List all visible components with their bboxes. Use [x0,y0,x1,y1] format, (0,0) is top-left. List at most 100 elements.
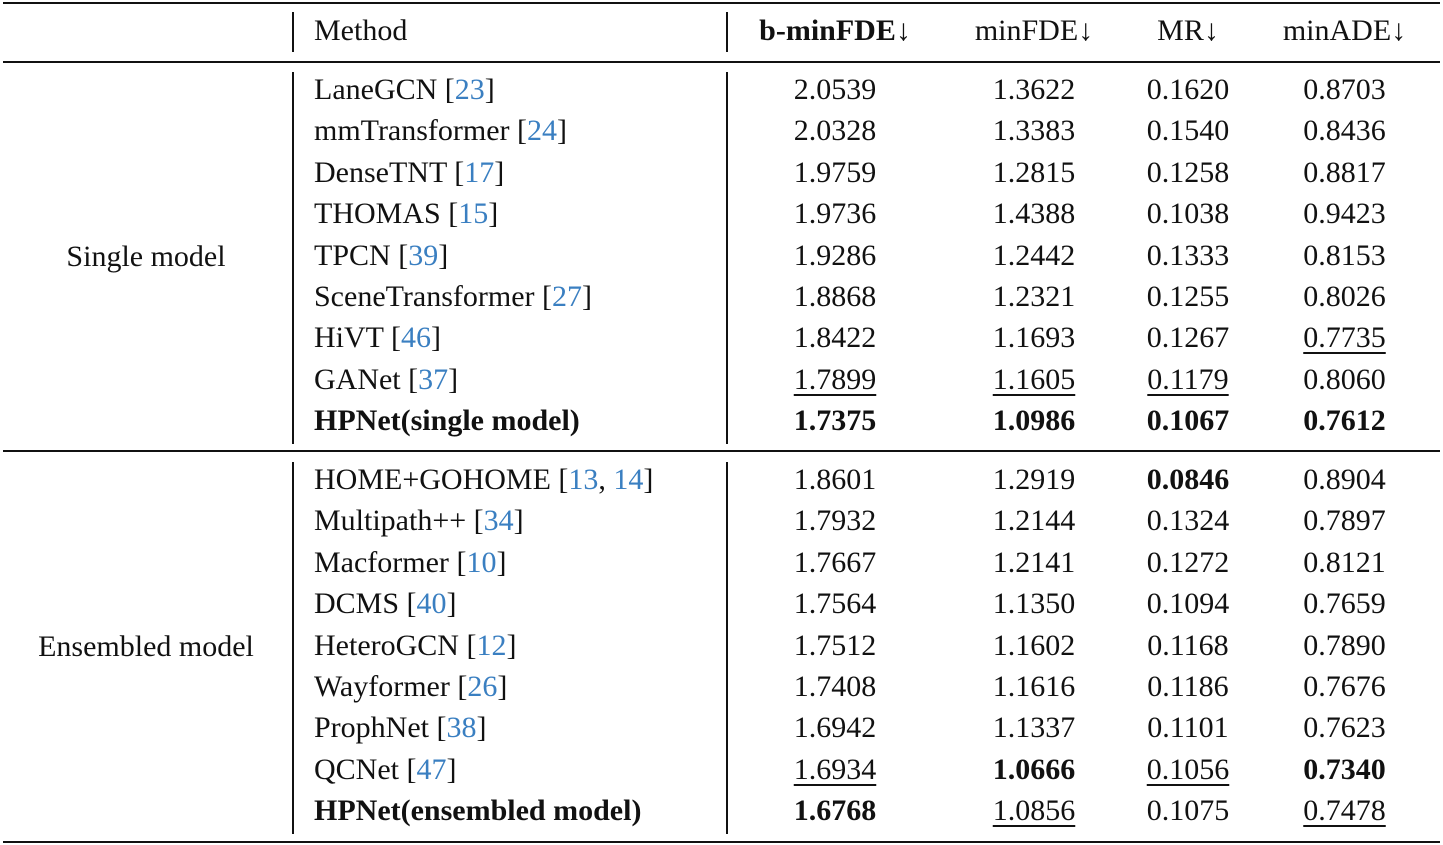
mr-value: 0.1540 [1146,114,1230,148]
group-label-ensembled: Ensembled model [38,630,254,663]
group-label-single: Single model [66,240,226,273]
mr-cell: 0.1258 [1130,152,1246,193]
method-cell: GANet [37] [314,362,459,396]
method-cell: Macformer [10] [314,545,507,579]
method-name: DCMS [314,587,400,621]
method-name: QCNet [314,752,399,786]
minfde-value: 1.0986 [992,404,1076,438]
minade-value: 0.7659 [1303,587,1386,621]
mr-cell: 0.1324 [1130,500,1246,541]
minade-cell: 0.7659 [1246,583,1443,624]
method-name: DenseTNT [314,155,447,189]
b-minfde-cell: 1.8422 [740,317,930,358]
minade-value: 0.8817 [1303,155,1386,189]
b-minfde-cell: 1.8868 [740,276,930,317]
minade-value: 0.8436 [1303,114,1386,148]
citation-link[interactable]: 34 [483,504,514,538]
method-name: HOME+GOHOME [314,463,551,496]
minfde-cell: 1.1602 [938,625,1130,666]
mr-value: 0.1324 [1146,504,1230,538]
header-vline-left [292,12,294,52]
minfde-value: 1.3622 [992,73,1076,106]
b-minfde-cell: 1.7512 [740,625,930,666]
minade-value: 0.7623 [1303,711,1386,745]
citation-link[interactable]: 26 [467,670,498,703]
citation-link[interactable]: 39 [408,238,439,272]
mr-value: 0.1255 [1146,280,1230,313]
b-minfde-cell: 1.6934 [740,749,930,790]
minfde-cell: 1.2144 [938,500,1130,541]
method-cell: Wayformer [26] [314,670,508,703]
minfde-value: 1.1605 [992,362,1076,396]
citation-link[interactable]: 13 [568,463,599,496]
b-minfde-cell: 1.7564 [740,583,930,624]
minade-value: 0.9423 [1303,197,1386,231]
mr-cell: 0.1075 [1130,790,1246,831]
b-minfde-cell: 1.7899 [740,359,930,400]
minade-value: 0.7676 [1303,670,1386,703]
method-name: ProphNet [314,711,429,745]
method-cell: TPCN [39] [314,238,449,272]
citation-link[interactable]: 27 [552,280,583,313]
minfde-value: 1.2815 [992,155,1076,189]
citation-link[interactable]: 37 [418,362,449,396]
minfde-value: 1.1616 [992,670,1076,703]
minfde-value: 1.2321 [992,280,1076,313]
method-name: Multipath++ [314,504,467,538]
minfde-cell: 1.2919 [938,459,1130,500]
citation-link[interactable]: 14 [613,463,644,496]
b-minfde-cell: 1.6768 [740,790,930,831]
minade-cell: 0.7478 [1246,790,1443,831]
b-minfde-value: 1.9759 [793,155,877,189]
method-name: Macformer [314,545,449,579]
minade-value: 0.7890 [1303,628,1386,662]
citation-link[interactable]: 46 [400,321,431,355]
minade-cell: 0.7897 [1246,500,1443,541]
header-mr: MR↓ [1157,14,1219,47]
minfde-value: 1.2141 [992,545,1076,579]
mr-value: 0.0846 [1146,463,1230,496]
minade-value: 0.7897 [1303,504,1386,538]
mr-value: 0.1038 [1146,197,1230,231]
method-cell: HPNet(ensembled model) [314,790,641,831]
minfde-value: 1.3383 [992,114,1076,148]
minade-cell: 0.8153 [1246,235,1443,276]
citation-link[interactable]: 12 [476,628,507,662]
citation-link[interactable]: 10 [466,545,497,579]
citation-link[interactable]: 24 [527,114,558,148]
minfde-value: 1.2144 [992,504,1076,538]
header-rule [3,61,1440,63]
b-minfde-cell: 1.7375 [740,400,930,441]
minfde-cell: 1.4388 [938,193,1130,234]
b-minfde-value: 2.0328 [793,114,877,148]
minfde-value: 1.1350 [992,587,1076,621]
header-method: Method [314,14,408,47]
b-minfde-value: 1.8601 [793,463,877,496]
b-minfde-cell: 1.8601 [740,459,930,500]
minfde-cell: 1.2141 [938,542,1130,583]
b-minfde-cell: 1.9286 [740,235,930,276]
minfde-cell: 1.1337 [938,707,1130,748]
minfde-value: 1.1337 [992,711,1076,745]
minade-value: 0.8703 [1303,73,1386,106]
b-minfde-cell: 1.9759 [740,152,930,193]
citation-link[interactable]: 15 [458,197,489,231]
citation-link[interactable]: 38 [446,711,477,745]
mr-value: 0.1620 [1146,73,1230,106]
minade-value: 0.8121 [1303,545,1386,579]
b-minfde-value: 1.7512 [793,628,877,662]
group1-vline-left [292,72,294,444]
citation-link[interactable]: 23 [454,73,485,106]
minade-value: 0.7735 [1303,321,1386,355]
citation-link[interactable]: 47 [416,752,447,786]
mr-cell: 0.1186 [1130,666,1246,707]
citation-link[interactable]: 17 [464,155,495,189]
group2-vline-left [292,462,294,834]
minade-cell: 0.7623 [1246,707,1443,748]
method-cell: HOME+GOHOME [13, 14] [314,463,654,496]
mr-cell: 0.1056 [1130,749,1246,790]
mr-cell: 0.1101 [1130,707,1246,748]
method-name: mmTransformer [314,114,510,148]
b-minfde-value: 1.6942 [793,711,877,745]
citation-link[interactable]: 40 [416,587,447,621]
